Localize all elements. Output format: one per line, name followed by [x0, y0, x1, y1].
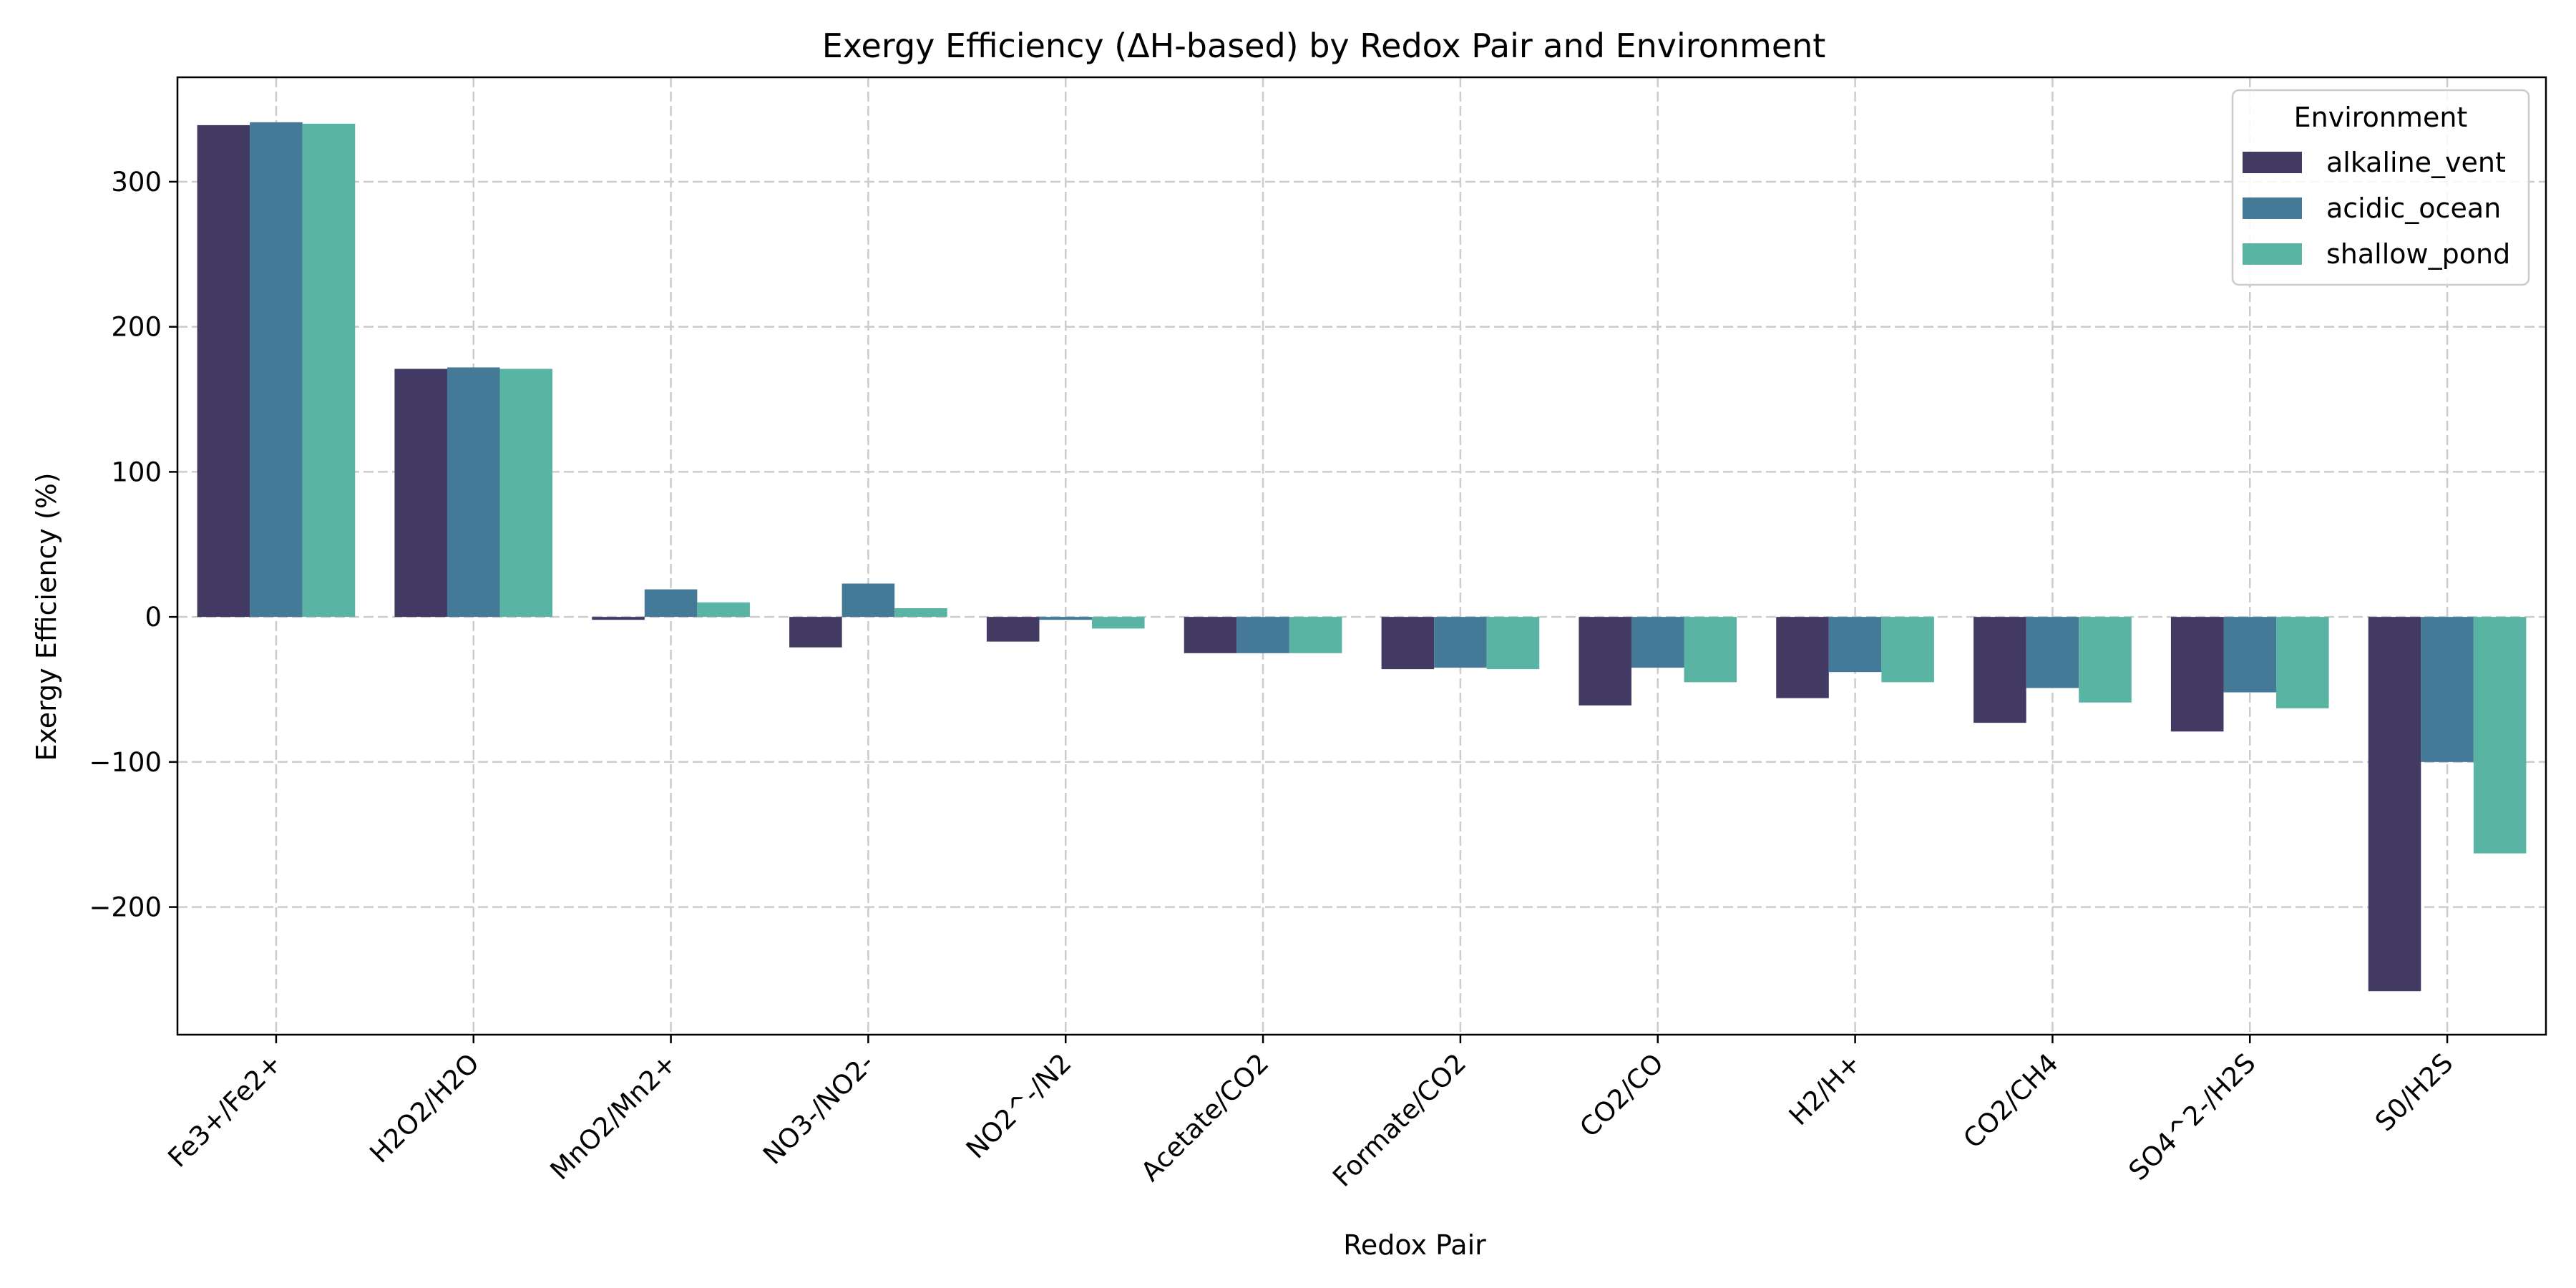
- legend-box: [2231, 89, 2530, 286]
- bar-acidic_ocean: [2223, 617, 2277, 693]
- bar-acidic_ocean: [2421, 617, 2474, 762]
- x-tick-label: MnO2/Mn2+: [545, 1048, 683, 1186]
- bar-acidic_ocean: [250, 122, 303, 618]
- x-tick-label: CO2/CH4: [1957, 1048, 2064, 1154]
- legend-label: alkaline_vent: [2326, 147, 2506, 178]
- legend: Environment alkaline_vent acidic_oceanshal…: [2231, 89, 2530, 286]
- bar-shallow_pond: [499, 369, 553, 618]
- bar-shallow_pond: [302, 123, 356, 618]
- bars: [197, 122, 2527, 992]
- bar-alkaline_vent: [986, 617, 1040, 642]
- bar-shallow_pond: [1289, 617, 1342, 653]
- bar-acidic_ocean: [644, 589, 698, 618]
- plot-frame: [176, 76, 2547, 1036]
- bar-alkaline_vent: [1579, 617, 1631, 706]
- bar-acidic_ocean: [1236, 617, 1289, 653]
- bar-alkaline_vent: [2368, 617, 2421, 992]
- legend-swatch: [2243, 152, 2302, 173]
- bar-acidic_ocean: [841, 583, 895, 618]
- bar-acidic_ocean: [447, 367, 500, 618]
- y-tick-label: 0: [145, 602, 162, 633]
- x-tick-label: Acetate/CO2: [1135, 1048, 1274, 1187]
- bar-shallow_pond: [894, 608, 947, 618]
- bar-shallow_pond: [2079, 617, 2132, 703]
- bar-alkaline_vent: [1381, 617, 1435, 670]
- bar-alkaline_vent: [1974, 617, 2026, 723]
- bar-alkaline_vent: [789, 617, 842, 648]
- bar-alkaline_vent: [1776, 617, 1829, 698]
- x-tick-label: NO2^-/N2: [960, 1048, 1078, 1165]
- bar-alkaline_vent: [2170, 617, 2224, 732]
- legend-label: shallow_pond: [2326, 238, 2510, 270]
- chart-title: Exergy Efficiency (ΔH-based) by Redox Pa…: [822, 26, 1826, 65]
- bar-shallow_pond: [1092, 617, 1145, 629]
- x-tick-label: H2/H+: [1783, 1048, 1867, 1131]
- bar-alkaline_vent: [592, 617, 645, 620]
- legend-swatch: [2243, 243, 2302, 265]
- bar-shallow_pond: [1684, 617, 1737, 683]
- y-tick-label: 100: [111, 457, 162, 487]
- x-tick-label: SO4^2-/H2S: [2123, 1048, 2262, 1186]
- bar-acidic_ocean: [2026, 617, 2079, 688]
- bar-acidic_ocean: [1039, 617, 1093, 620]
- bar-shallow_pond: [1486, 617, 1540, 670]
- y-tick-label: 300: [111, 167, 162, 197]
- legend-swatch: [2243, 197, 2302, 219]
- bar-shallow_pond: [1881, 617, 1934, 683]
- legend-label: acidic_ocean: [2326, 192, 2501, 224]
- x-tick-label: CO2/CO: [1574, 1048, 1670, 1143]
- y-tick-label: 200: [111, 312, 162, 343]
- bar-alkaline_vent: [394, 369, 447, 618]
- x-tick-label: Fe3+/Fe2+: [162, 1048, 288, 1174]
- legend-title: Environment: [2294, 102, 2468, 133]
- x-tick-label: S0/H2S: [2369, 1048, 2459, 1137]
- x-tick-label: NO3-/NO2-: [757, 1048, 880, 1171]
- bar-shallow_pond: [2473, 617, 2527, 854]
- bar-shallow_pond: [2276, 617, 2329, 708]
- bar-acidic_ocean: [1434, 617, 1487, 668]
- y-tick-label: −100: [89, 747, 162, 778]
- x-tick-label: Formate/CO2: [1327, 1048, 1472, 1193]
- bar-alkaline_vent: [1184, 617, 1237, 653]
- bar-alkaline_vent: [197, 125, 250, 618]
- y-tick-label: −200: [89, 892, 162, 923]
- bar-acidic_ocean: [1828, 617, 1882, 673]
- x-tick-label: H2O2/H2O: [364, 1048, 485, 1169]
- bar-shallow_pond: [697, 602, 750, 618]
- y-axis-label: Exergy Efficiency (%): [31, 472, 62, 761]
- x-axis-label: Redox Pair: [1343, 1229, 1486, 1261]
- bar-acidic_ocean: [1631, 617, 1684, 668]
